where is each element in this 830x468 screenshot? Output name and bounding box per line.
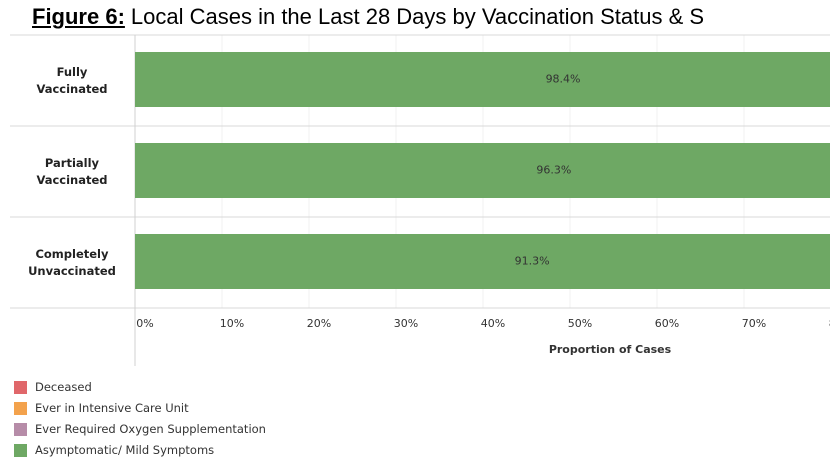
legend-swatch [14, 422, 27, 436]
legend-entry: Ever Required Oxygen Supplementation [14, 422, 266, 436]
chart-title: Local Cases in the Last 28 Days by Vacci… [130, 4, 705, 29]
x-tick-label: 10% [220, 317, 244, 330]
bar-segment [135, 234, 830, 289]
x-tick-label: 40% [481, 317, 505, 330]
legend-swatch [14, 380, 27, 394]
value-label: 96.3% [536, 164, 571, 177]
x-axis-label: Proportion of Cases [549, 343, 672, 356]
x-tick-label: 60% [655, 317, 679, 330]
category-label: Fully Vaccinated [36, 64, 108, 96]
category-label: Partially Vaccinated [36, 155, 108, 187]
legend-label: Deceased [35, 380, 92, 394]
bar-segment [135, 52, 830, 107]
category-label: Completely Unvaccinated [28, 246, 116, 278]
legend-label: Asymptomatic/ Mild Symptoms [35, 443, 215, 457]
x-tick-label: 20% [307, 317, 331, 330]
bar-segment [135, 143, 830, 198]
legend-entry: Asymptomatic/ Mild Symptoms [14, 443, 214, 457]
x-tick-label: 70% [742, 317, 766, 330]
x-tick-label: 30% [394, 317, 418, 330]
value-label: 98.4% [546, 73, 581, 86]
title-block: Figure 6: Local Cases in the Last 28 Days… [32, 4, 704, 30]
legend-label: Ever in Intensive Care Unit [35, 401, 189, 415]
x-tick-label: 0% [136, 317, 153, 330]
legend-swatch [14, 401, 27, 415]
x-tick-label: 80% [829, 317, 830, 330]
legend-swatch [14, 443, 27, 457]
legend-label: Ever Required Oxygen Supplementation [35, 422, 266, 436]
legend-entry: Deceased [14, 380, 92, 394]
legend-entry: Ever in Intensive Care Unit [14, 401, 189, 415]
x-tick-label: 50% [568, 317, 592, 330]
value-label: 91.3% [515, 255, 550, 268]
figure-label: Figure 6: [32, 4, 125, 29]
